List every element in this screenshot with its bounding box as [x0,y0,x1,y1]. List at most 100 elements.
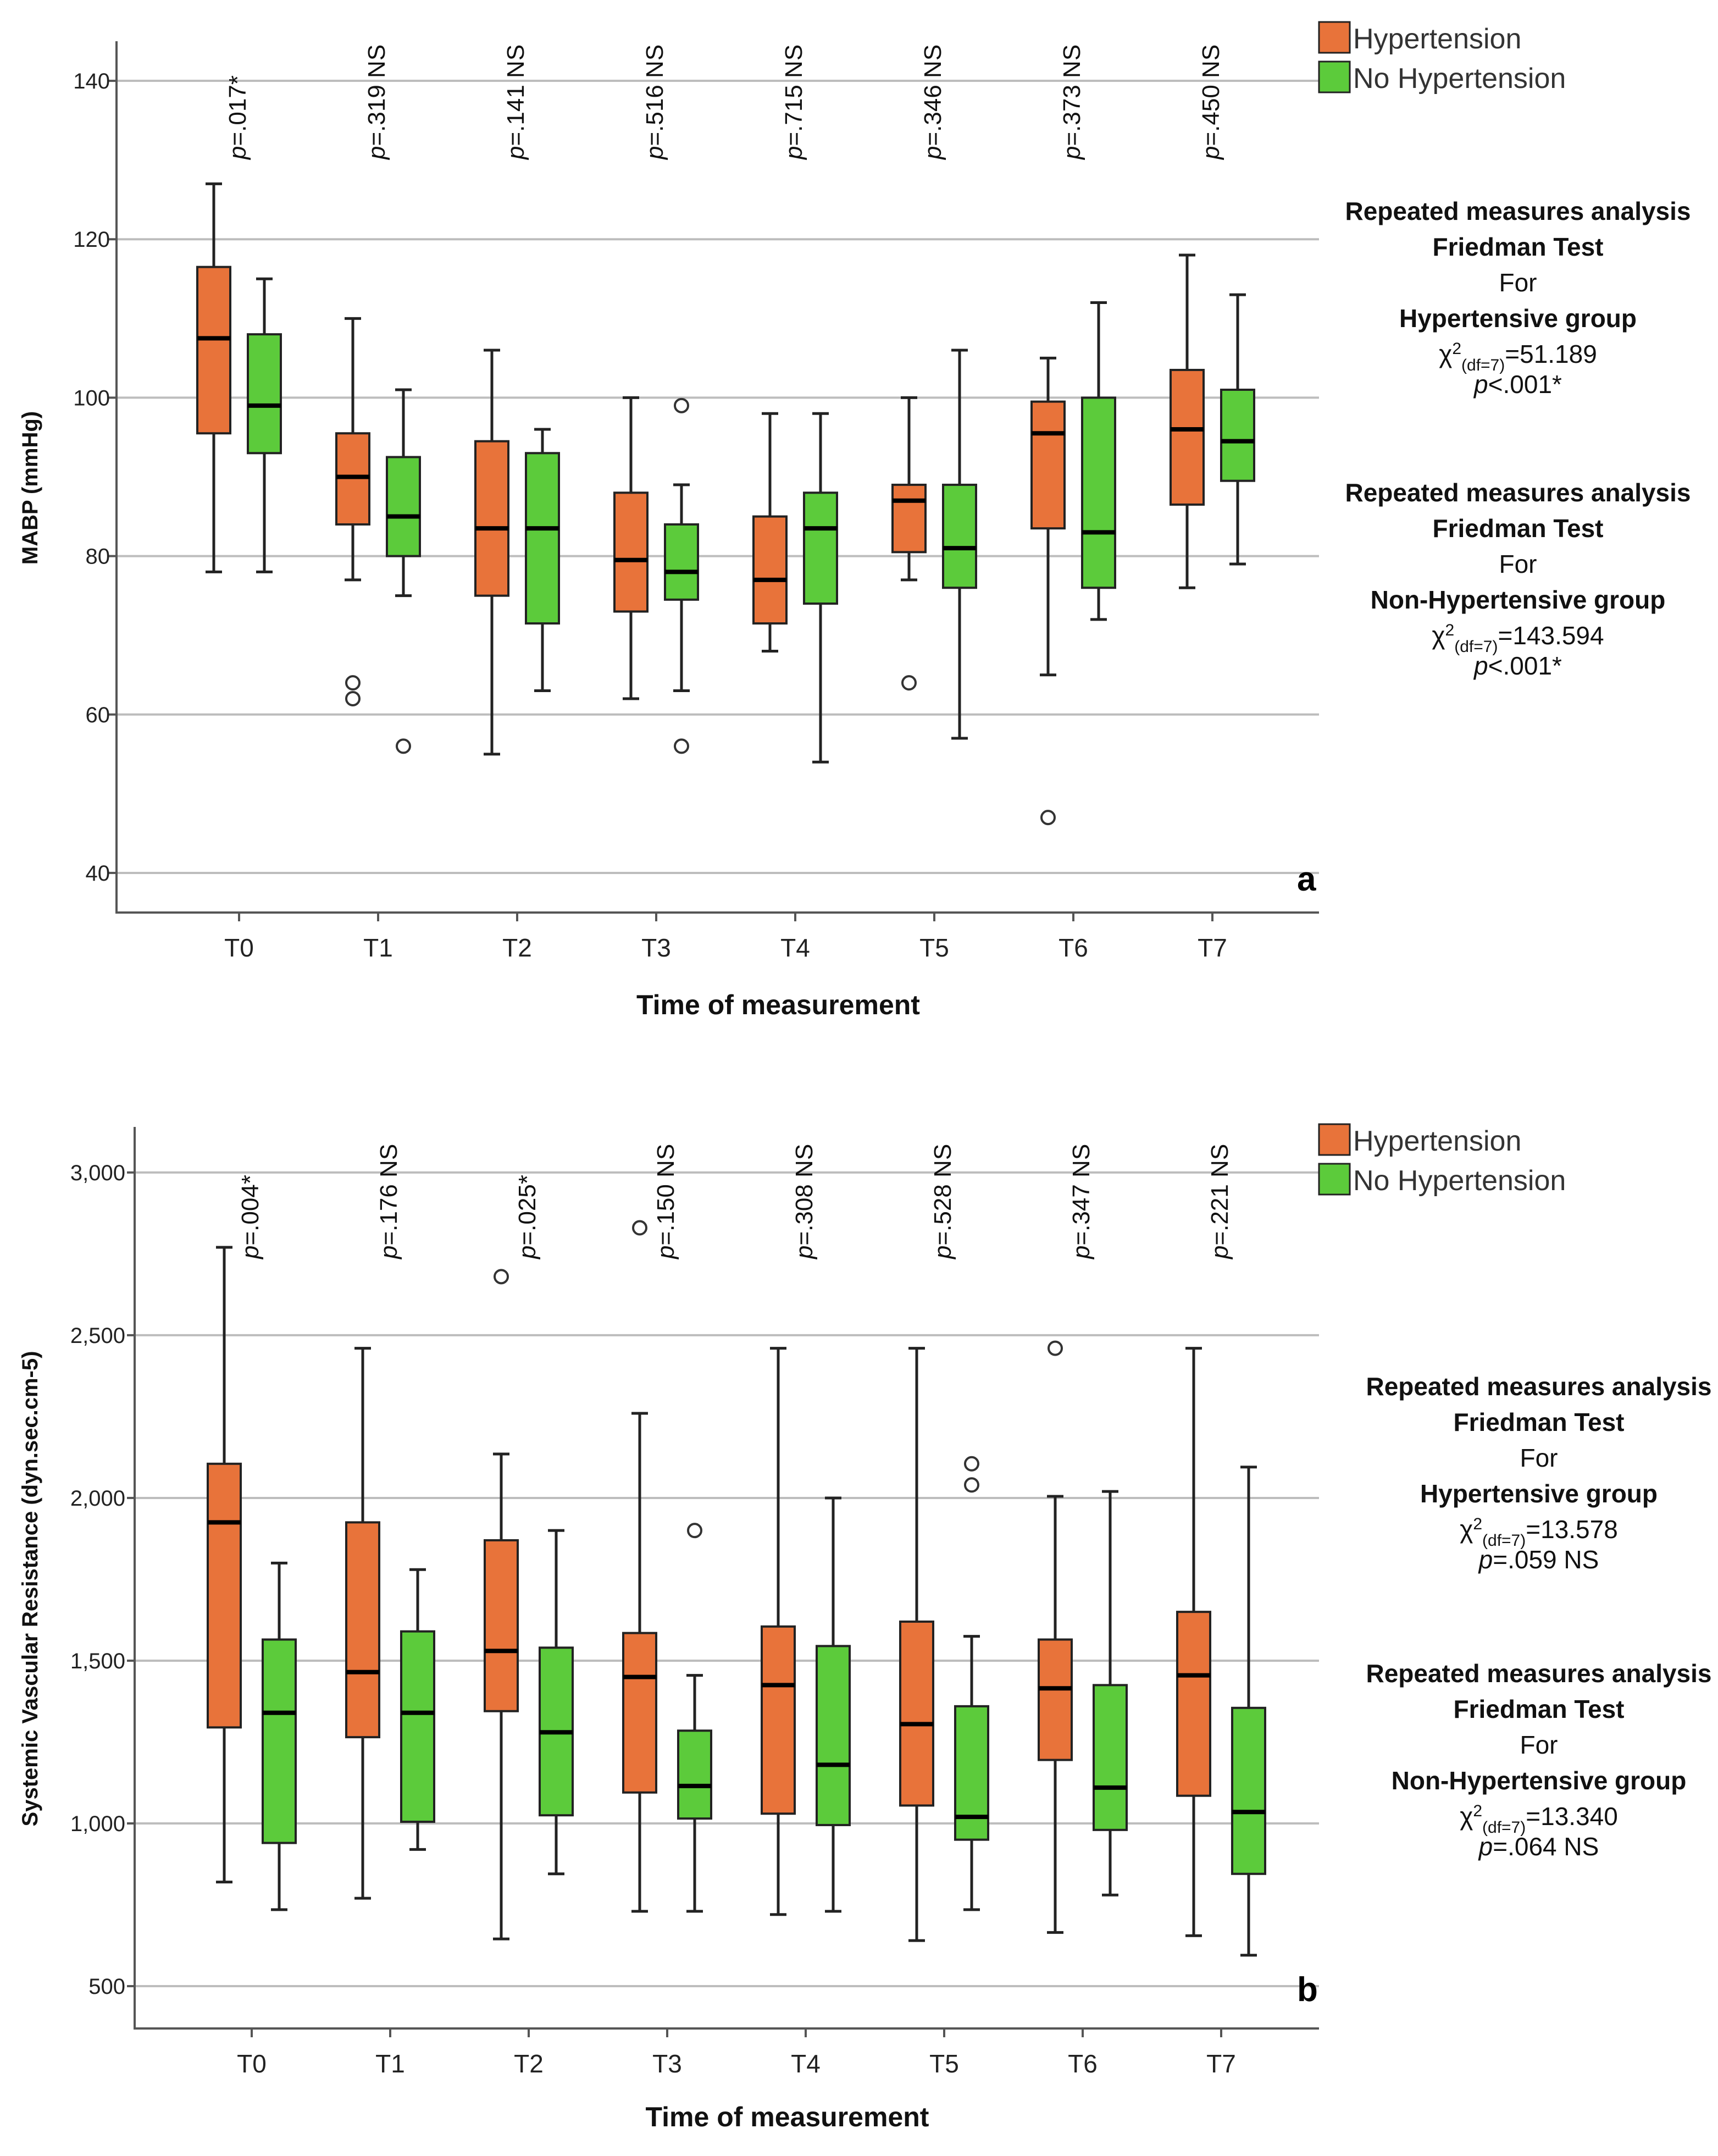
panel-label: b [1297,1971,1318,2009]
box-T1 [335,317,370,706]
stats-group: Hypertensive group [1420,1479,1658,1508]
x-tick-label: T6 [1068,2049,1098,2078]
legend-label-no-hypertension: No Hypertension [1353,1165,1566,1197]
p-symbol: p [1473,370,1488,399]
p-value-text: =.176 NS [375,1144,402,1246]
legend-label-no-hypertension: No Hypertension [1353,63,1566,95]
p-value-annotation: p=.141 NS [502,45,529,161]
p-value-text: =.347 NS [1068,1144,1095,1246]
axes-frame [134,1127,1319,2030]
p-value-text: =.150 NS [652,1144,679,1246]
x-tick-label: T2 [502,933,532,962]
p-value-text: =.308 NS [791,1144,818,1246]
stats-p-value: p<.001* [1473,651,1562,680]
p-symbol: p [1058,146,1085,161]
box-T6 [1093,1490,1128,1897]
p-value-text: =.141 NS [502,45,529,146]
box-T2 [539,1529,574,1876]
box-iqr [386,456,421,557]
box-T1 [400,1568,435,1851]
outlier-point [345,675,361,691]
box-T2 [525,428,560,693]
series-hypertension [207,1220,1211,1942]
chi-superscript: 2 [1452,340,1461,358]
y-tick-label: 1,000 [70,1812,125,1836]
p-value-text: =.025* [514,1175,541,1245]
p-value-text: =.715 NS [780,45,807,146]
box-iqr [1220,389,1255,482]
legend: Hypertension No Hypertension [1318,21,1566,95]
outlier-point [901,675,917,691]
chi-subscript: (df=7) [1461,356,1505,374]
outlier-point [687,1523,702,1539]
y-tick-label: 1,500 [70,1649,125,1673]
x-tick-label: T5 [919,933,949,962]
box-iqr [345,1521,380,1739]
box-T5 [891,396,927,691]
x-tick-label: T4 [780,933,810,962]
box-iqr [525,452,560,625]
box-iqr [1030,400,1066,530]
chi-superscript: 2 [1473,1515,1482,1533]
stats-chi-square: χ2(df=7)=51.189 [1439,340,1597,374]
box-iqr [400,1630,435,1823]
y-tick-label: 3,000 [70,1161,125,1185]
chi-superscript: 2 [1445,621,1455,639]
x-tick-label: T7 [1206,2049,1236,2078]
box-T7 [1170,253,1205,589]
p-symbol: p [1473,651,1488,680]
p-value-text: <.001* [1488,651,1562,680]
p-symbol: p [375,1246,402,1260]
stats-block: Repeated measures analysis Friedman Test F… [1366,1372,1711,1574]
p-value-text: =.059 NS [1493,1545,1599,1574]
p-value-annotation: p=.450 NS [1198,45,1224,161]
box-T4 [803,412,838,764]
stats-block: Repeated measures analysis Friedman Test F… [1345,478,1691,680]
p-value-annotation: p=.346 NS [919,45,946,161]
box-iqr [677,1729,712,1820]
series-no-hypertension [262,1456,1266,1957]
box-iqr [247,333,282,455]
p-value-annotation: p=.176 NS [375,1144,402,1260]
chi-symbol: χ [1460,1802,1473,1831]
stats-p-value: p=.064 NS [1478,1832,1599,1861]
box-iqr [613,491,649,613]
p-value-annotation: p=.319 NS [363,45,390,161]
p-value-text: =.319 NS [363,45,390,146]
panel-label: a [1297,860,1316,898]
box-T4 [816,1496,851,1913]
p-value-text: =.017* [224,75,251,146]
axes-frame [115,41,1319,914]
p-value-text: =.346 NS [919,45,946,146]
outlier-point [632,1220,647,1236]
box-T3 [664,397,699,754]
box-T7 [1220,293,1255,566]
p-symbol: p [929,1246,956,1260]
p-value-text: <.001* [1488,370,1562,399]
p-symbol: p [363,146,390,161]
p-symbol: p [641,146,668,161]
chi-symbol: χ [1439,340,1452,368]
y-tick-label: 100 [73,386,110,410]
y-tick-label: 120 [73,228,110,252]
box-iqr [899,1620,934,1807]
box-iqr [207,1462,242,1729]
stats-block: Repeated measures analysis Friedman Test F… [1345,197,1691,399]
stats-group: Non-Hypertensive group [1371,585,1666,614]
x-tick-label: T7 [1198,933,1227,962]
p-value-annotation: p=.347 NS [1068,1144,1095,1260]
chi-value: =143.594 [1498,621,1604,650]
box-iqr [752,515,788,625]
p-value-text: =.516 NS [641,45,668,146]
box-T6 [1038,1340,1073,1934]
box-iqr [1231,1706,1266,1875]
x-axis-title: Time of measurement [636,989,920,1020]
stats-title: Repeated measures analysis [1345,197,1691,225]
p-symbol: p [237,1246,264,1260]
box-iqr [622,1632,657,1794]
box-T3 [622,1220,657,1913]
p-value-text: =.064 NS [1493,1832,1599,1861]
series-no-hypertension [247,277,1255,764]
p-value-text: =.004* [237,1175,264,1245]
x-tick-label: T3 [641,933,671,962]
